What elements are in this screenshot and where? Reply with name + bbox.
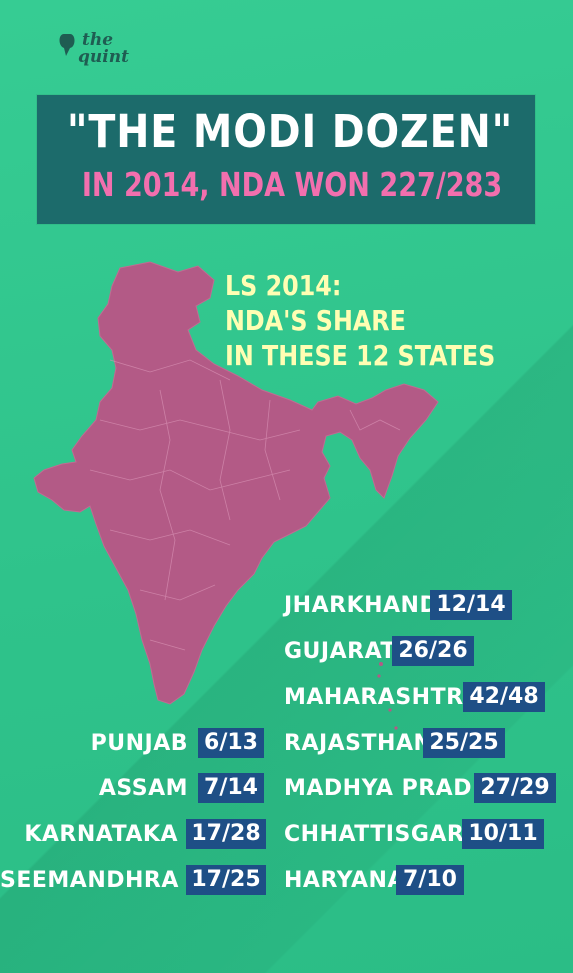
state-share: 10/11 xyxy=(462,819,544,849)
india-map-shape xyxy=(33,261,439,705)
state-name: SEEMANDHRA xyxy=(0,868,179,893)
state-row: KARNATAKA 17/28 xyxy=(0,819,573,851)
state-share: 7/14 xyxy=(198,773,264,803)
state-name: GUJARAT xyxy=(284,639,396,664)
state-share: 27/29 xyxy=(474,773,556,803)
state-row: PUNJAB 6/13 xyxy=(0,728,573,760)
state-share: 26/26 xyxy=(392,636,474,666)
state-name: RAJASTHAN xyxy=(284,731,433,756)
state-row: MADHYA PRADESH 27/29 xyxy=(0,773,573,805)
state-share: 12/14 xyxy=(430,590,512,620)
state-share: 7/10 xyxy=(396,865,464,895)
state-share: 17/25 xyxy=(186,865,266,895)
state-row: MAHARASHTRA 42/48 xyxy=(0,682,573,714)
map-caption-line3: IN THESE 12 STATES xyxy=(225,339,496,372)
state-row: CHHATTISGARH 10/11 xyxy=(0,819,573,851)
title-banner: "THE MODI DOZEN" IN 2014, NDA WON 227/28… xyxy=(37,95,535,224)
map-caption-line2: NDA'S SHARE xyxy=(225,304,406,337)
map-caption: LS 2014: NDA'S SHARE IN THESE 12 STATES xyxy=(225,268,525,373)
state-name: KARNATAKA xyxy=(24,822,178,847)
state-row: JHARKHAND 12/14 xyxy=(0,590,573,622)
state-row: RAJASTHAN 25/25 xyxy=(0,728,573,760)
state-row: GUJARAT 26/26 xyxy=(0,636,573,668)
state-name: ASSAM xyxy=(98,776,188,801)
state-name: MAHARASHTRA xyxy=(284,685,482,710)
state-name: JHARKHAND xyxy=(284,593,439,618)
state-name: PUNJAB xyxy=(90,731,188,756)
state-name: CHHATTISGARH xyxy=(284,822,484,847)
the-quint-logo-icon xyxy=(59,34,75,56)
brand-logo-text: the quint xyxy=(78,30,129,67)
state-row: SEEMANDHRA 17/25 xyxy=(0,865,573,897)
page-title: "THE MODI DOZEN" xyxy=(66,105,514,158)
state-share: 42/48 xyxy=(463,682,545,712)
state-row: ASSAM 7/14 xyxy=(0,773,573,805)
page-subtitle: IN 2014, NDA WON 227/283 xyxy=(81,165,503,204)
state-share: 17/28 xyxy=(186,819,266,849)
state-name: HARYANA xyxy=(284,868,405,893)
state-share: 25/25 xyxy=(423,728,505,758)
map-caption-line1: LS 2014: xyxy=(225,269,342,302)
state-share: 6/13 xyxy=(198,728,264,758)
state-row: HARYANA 7/10 xyxy=(0,865,573,897)
